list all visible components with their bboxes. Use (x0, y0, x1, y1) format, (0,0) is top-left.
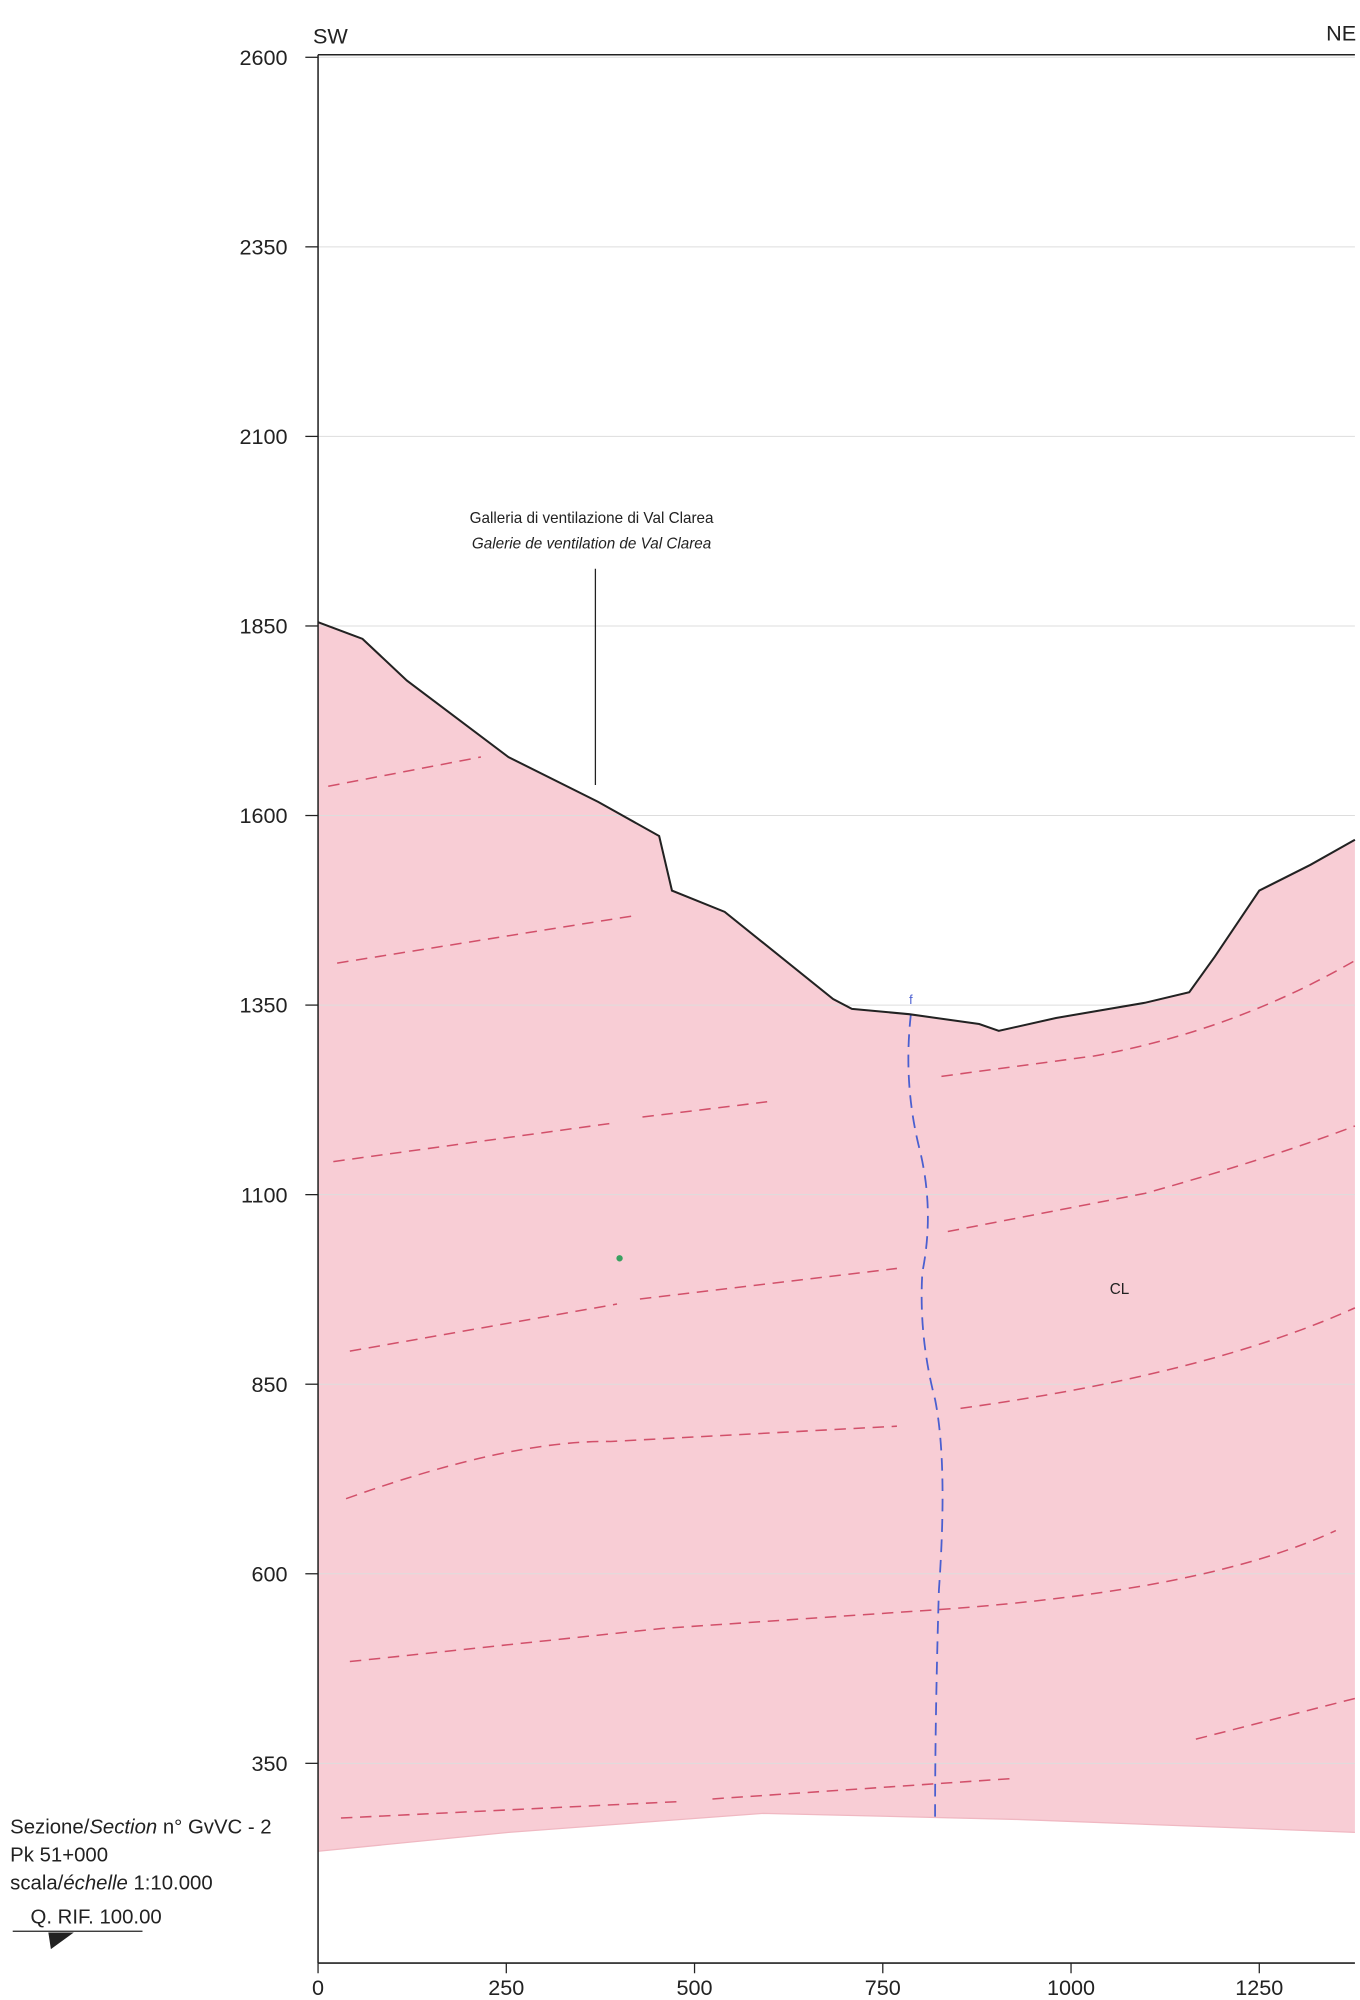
x-tick-label: 1000 (1047, 1975, 1095, 2000)
y-tick-label: 1600 (239, 803, 287, 828)
y-tick-label: 2600 (239, 45, 287, 70)
y-tick-label: 1100 (241, 1182, 287, 1207)
y-tick-label: 2100 (239, 424, 287, 449)
y-tick-label: 1850 (239, 614, 287, 639)
scale-label: scala/échelle 1:10.000 (10, 1872, 212, 1894)
reference-label: Q. RIF. 100.00 (31, 1907, 162, 1929)
point-marker (616, 1255, 622, 1261)
chart: 2600 2350 2100 1850 1600 1350 1100 850 600 350 0 25… (0, 0, 1360, 2000)
unit-label: CL (1110, 1281, 1130, 1298)
x-tick-label: 750 (865, 1975, 901, 2000)
y-tick-label: 1350 (239, 993, 287, 1018)
x-tick-label: 500 (677, 1975, 713, 2000)
x-tick-label: 0 (312, 1975, 324, 2000)
x-tick-label: 250 (488, 1975, 524, 2000)
reference-marker (48, 1933, 73, 1950)
pk-label: Pk 51+000 (10, 1844, 108, 1866)
section-label: Sezione/Section n° GvVC - 2 (10, 1816, 271, 1838)
text: Sezione/ (10, 1816, 90, 1838)
text: 1:10.000 (128, 1872, 213, 1894)
rock-fill (318, 622, 1355, 1851)
annotation-text: Galerie de ventilation de Val Clarea (472, 535, 711, 552)
x-tick-label: 1250 (1235, 1975, 1283, 2000)
direction-label: NE (1326, 21, 1356, 46)
text: scala/ (10, 1872, 63, 1894)
y-tick-label: 350 (251, 1751, 287, 1776)
annotation-text: Galleria di ventilazione di Val Clarea (470, 510, 714, 527)
y-tick-label: 850 (251, 1372, 287, 1397)
fault-label: f (909, 992, 913, 1007)
direction-label: SW (313, 23, 348, 48)
y-tick-label: 600 (251, 1561, 287, 1586)
text: n° GvVC - 2 (157, 1816, 271, 1838)
y-tick-label: 2350 (239, 234, 287, 259)
text: échelle (63, 1872, 127, 1894)
text: Section (89, 1816, 157, 1838)
